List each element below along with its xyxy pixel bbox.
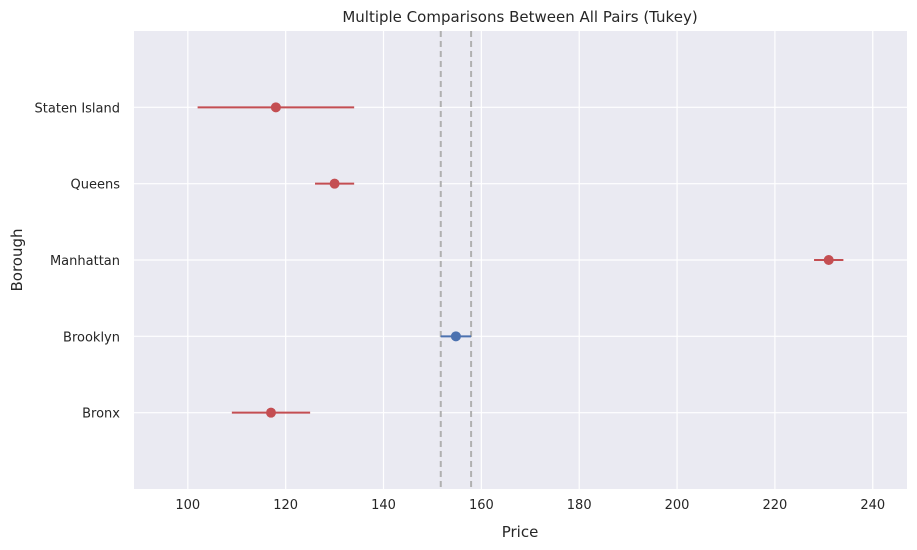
mean-point <box>329 178 340 189</box>
y-tick-label: Brooklyn <box>63 330 120 345</box>
y-tick-label: Manhattan <box>50 254 120 269</box>
x-tick-labels: 100 120 140 160 180 200 220 240 <box>175 498 885 513</box>
reference-lines <box>439 31 473 489</box>
y-tick-label: Staten Island <box>35 101 120 116</box>
mean-point <box>450 331 461 342</box>
x-axis-title: Price <box>502 523 539 541</box>
x-tick-label: 140 <box>371 498 396 513</box>
x-tick-label: 180 <box>567 498 592 513</box>
mean-point <box>265 407 276 418</box>
x-tick-label: 220 <box>762 498 787 513</box>
y-tick-labels: Bronx Brooklyn Manhattan Queens Staten Islan… <box>35 101 121 421</box>
x-tick-label: 240 <box>860 498 885 513</box>
mean-point <box>270 102 281 113</box>
x-tick-label: 120 <box>273 498 298 513</box>
y-tick-label: Queens <box>71 178 121 193</box>
x-tick-label: 200 <box>665 498 690 513</box>
x-tick-label: 100 <box>175 498 200 513</box>
data-marks <box>197 102 844 418</box>
x-tick-label: 160 <box>469 498 494 513</box>
mean-point <box>823 255 834 265</box>
y-tick-label: Bronx <box>82 407 120 422</box>
y-axis-title: Borough <box>8 228 26 291</box>
chart-title: Multiple Comparisons Between All Pairs (… <box>342 8 697 26</box>
